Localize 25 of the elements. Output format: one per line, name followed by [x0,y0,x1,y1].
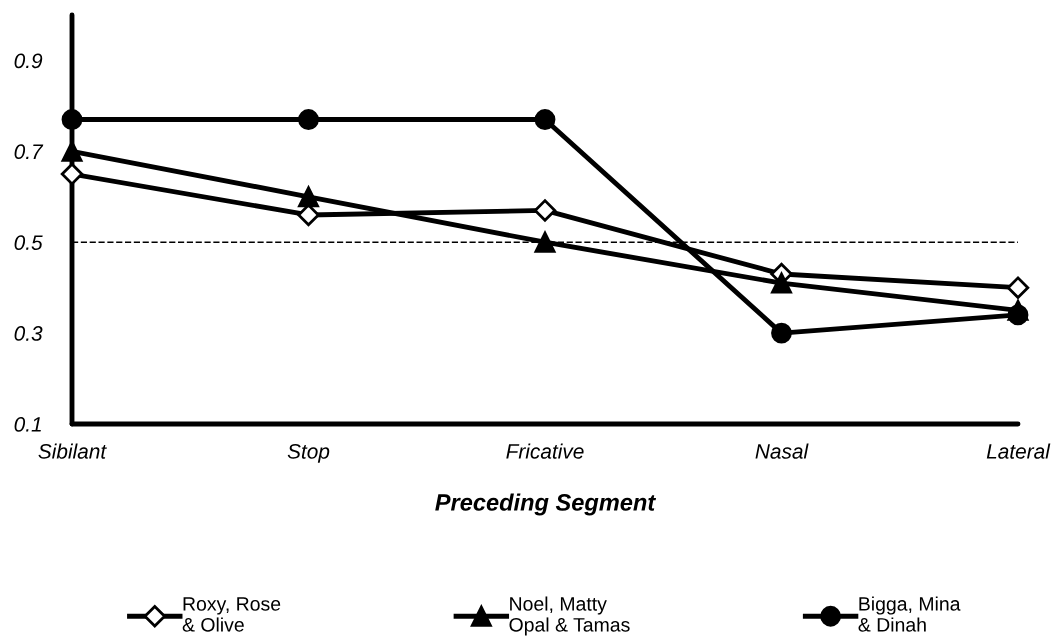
point [60,162,84,186]
x-tick-label: Sibilant [38,443,107,459]
y-tick-label: 0.3 [14,326,43,341]
y-tick-label: 0.1 [14,417,41,432]
point [771,272,792,294]
x-tick-label: Lateral [986,443,1051,459]
y-tick-label: 0.7 [14,144,44,160]
point [1006,276,1030,299]
x-tick-label: Fricative [506,443,584,459]
point [1007,299,1029,321]
point [771,322,792,344]
legend-label: Roxy, Rose & Olive [182,597,281,632]
point [534,109,556,130]
point [61,140,83,162]
point [298,186,319,208]
y-tick-label: 0.9 [14,53,43,69]
legend-label: Noel, Matty Opal & Tamas [509,596,630,636]
x-axis-title: Preceding Segment [435,493,657,516]
y-tick-label: 0.5 [14,235,43,250]
point [534,231,556,253]
x-tick-label: Nasal [755,443,809,459]
point [533,199,557,222]
legend-label: Bigga, Mina & Dinah [858,596,961,632]
point [298,109,319,130]
x-tick-label: Stop [287,443,330,463]
